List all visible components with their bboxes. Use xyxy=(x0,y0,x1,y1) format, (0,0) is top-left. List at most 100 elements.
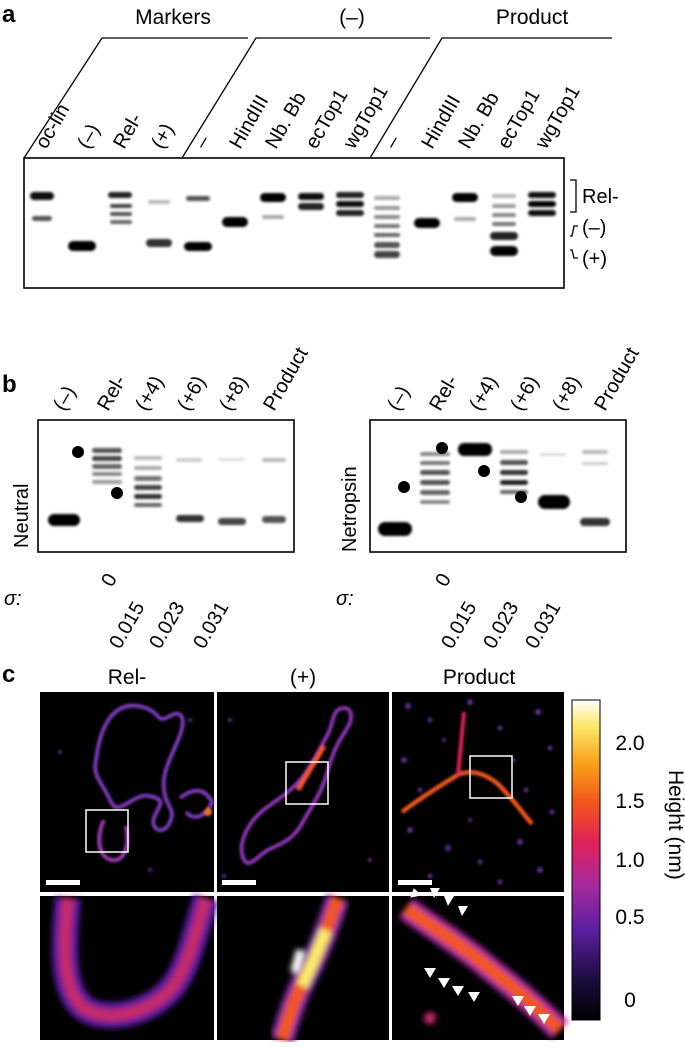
band xyxy=(420,480,450,485)
band xyxy=(92,456,122,461)
scale-bar xyxy=(398,880,432,885)
band xyxy=(218,518,246,525)
bracket-markers xyxy=(23,37,248,159)
band xyxy=(492,222,516,226)
dot-marker xyxy=(398,481,410,493)
band xyxy=(298,193,324,200)
band xyxy=(582,462,608,465)
group-label-minus: (–) xyxy=(339,6,365,29)
lane-label: (+) xyxy=(147,120,179,153)
sigma-value: 0.031 xyxy=(521,598,565,652)
band xyxy=(374,196,400,200)
band xyxy=(374,215,400,219)
band xyxy=(92,448,122,453)
plus-tick xyxy=(570,249,578,259)
band xyxy=(176,515,204,522)
band xyxy=(134,476,162,481)
zoom-box xyxy=(469,755,513,799)
sigma-value: 0.023 xyxy=(479,598,523,652)
side-label-netropsin: Netropsin xyxy=(339,466,361,552)
dot-marker xyxy=(436,442,448,454)
band xyxy=(420,461,450,465)
band xyxy=(492,204,516,208)
colorbar-ticks: 2.0 1.5 1.0 0.5 0 xyxy=(615,732,644,1012)
group-label-markers: Markers xyxy=(135,6,211,29)
band xyxy=(186,196,210,201)
label-minus: (–) xyxy=(582,217,606,239)
band xyxy=(336,201,364,207)
band xyxy=(528,210,556,216)
bracket-minus xyxy=(181,37,430,159)
band xyxy=(538,495,570,509)
sigma-label-right: σ: xyxy=(336,588,354,610)
band xyxy=(374,233,400,237)
panel-c-letter: c xyxy=(2,661,15,688)
band xyxy=(490,246,518,256)
group-label-product: Product xyxy=(496,6,569,29)
lane-label: (–) xyxy=(383,382,414,414)
panel-a-lane-labels: oc-lin (–) Rel- (+) – HindIII Nb. Bb ecT… xyxy=(31,82,585,154)
lane-label: oc-lin xyxy=(31,100,74,152)
gel-a-frame xyxy=(23,157,565,289)
lane-label: (+4) xyxy=(465,372,502,414)
band xyxy=(490,232,518,240)
colorbar-tick: 1.0 xyxy=(615,849,644,872)
sigma-value: 0 xyxy=(97,570,122,591)
afm-image-rel-overview xyxy=(40,692,215,892)
bracket-product xyxy=(369,37,612,159)
lane-label: (+6) xyxy=(173,372,210,414)
lane-label: Rel- xyxy=(425,372,462,415)
lane-label: Rel- xyxy=(93,372,130,415)
band xyxy=(492,194,516,198)
rel-bracket xyxy=(570,179,578,259)
label-plus: (+) xyxy=(582,248,607,270)
gel-b-left-bands xyxy=(48,448,286,526)
sigma-values-left: 0 0.015 0.023 0.031 xyxy=(97,570,233,653)
dot-marker xyxy=(478,465,490,477)
arrowhead-markers xyxy=(410,888,550,1024)
band xyxy=(420,470,450,475)
band xyxy=(110,220,132,224)
band xyxy=(218,458,244,461)
band xyxy=(110,204,132,208)
band xyxy=(374,251,400,258)
zoom-box xyxy=(85,809,129,853)
band xyxy=(110,212,132,216)
band xyxy=(134,466,162,470)
lane-group-brackets xyxy=(23,37,612,159)
band xyxy=(92,480,122,484)
gel-b-right-markers xyxy=(398,442,527,503)
lane-label: Rel- xyxy=(109,110,146,153)
band xyxy=(134,485,162,490)
band xyxy=(92,472,122,476)
sigma-value: 0 xyxy=(431,570,456,591)
band xyxy=(540,453,566,456)
scale-bar xyxy=(46,880,80,885)
band xyxy=(134,456,162,460)
band xyxy=(262,458,286,462)
dot-marker xyxy=(72,446,84,458)
band xyxy=(582,450,608,454)
sigma-value: 0.015 xyxy=(437,598,481,652)
zoom-box xyxy=(285,761,329,805)
band xyxy=(454,217,476,221)
column-title: Product xyxy=(443,666,516,689)
lane-label: (–) xyxy=(73,120,104,152)
sigma-value: 0.015 xyxy=(105,598,149,652)
lane-label: – xyxy=(380,131,405,152)
band xyxy=(458,443,492,456)
band xyxy=(262,516,286,523)
lane-label: (+6) xyxy=(506,372,543,414)
band xyxy=(500,480,528,485)
sigma-label-left: σ: xyxy=(4,588,22,610)
band xyxy=(108,192,132,198)
side-label-neutral: Neutral xyxy=(11,484,33,548)
afm-zoom-plus xyxy=(217,893,389,1044)
band xyxy=(528,201,556,207)
band xyxy=(30,192,54,200)
sigma-value: 0.023 xyxy=(145,598,189,652)
band xyxy=(336,210,364,216)
band xyxy=(374,224,400,228)
band xyxy=(146,239,172,247)
